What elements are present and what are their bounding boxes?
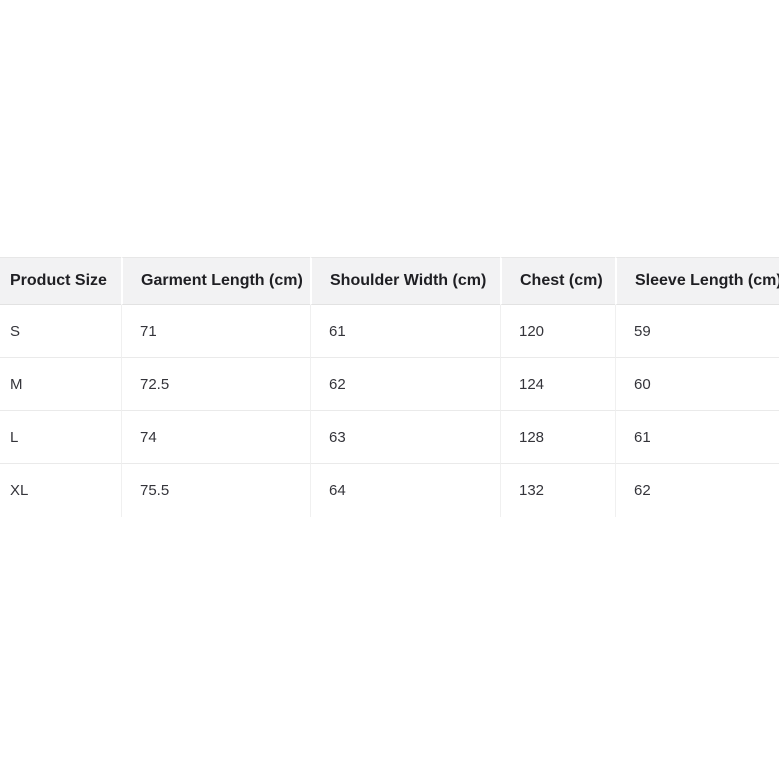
chest-cell: 132 — [500, 464, 615, 517]
sleeve-length-cell: 61 — [615, 411, 779, 464]
chest-cell: 120 — [500, 305, 615, 358]
garment-length-cell: 71 — [121, 305, 310, 358]
column-header-chest: Chest (cm) — [500, 257, 615, 305]
table-row-size-l: L 74 63 128 61 — [0, 411, 779, 464]
column-header-product-size: Product Size — [0, 257, 121, 305]
column-header-shoulder-width: Shoulder Width (cm) — [310, 257, 500, 305]
shoulder-width-cell: 61 — [310, 305, 500, 358]
garment-length-cell: 72.5 — [121, 358, 310, 411]
chest-cell: 124 — [500, 358, 615, 411]
shoulder-width-cell: 64 — [310, 464, 500, 517]
garment-length-cell: 75.5 — [121, 464, 310, 517]
sleeve-length-cell: 59 — [615, 305, 779, 358]
size-label-cell: XL — [0, 464, 121, 517]
shoulder-width-cell: 63 — [310, 411, 500, 464]
size-label-cell: S — [0, 305, 121, 358]
column-header-garment-length: Garment Length (cm) — [121, 257, 310, 305]
sleeve-length-cell: 60 — [615, 358, 779, 411]
column-header-sleeve-length: Sleeve Length (cm) — [615, 257, 779, 305]
garment-length-cell: 74 — [121, 411, 310, 464]
table-row-size-xl: XL 75.5 64 132 62 — [0, 464, 779, 517]
size-chart-header-row: Product Size Garment Length (cm) Shoulde… — [0, 257, 779, 305]
table-row-size-s: S 71 61 120 59 — [0, 305, 779, 358]
table-row-size-m: M 72.5 62 124 60 — [0, 358, 779, 411]
sleeve-length-cell: 62 — [615, 464, 779, 517]
size-chart-table: Product Size Garment Length (cm) Shoulde… — [0, 257, 779, 517]
chest-cell: 128 — [500, 411, 615, 464]
size-label-cell: M — [0, 358, 121, 411]
shoulder-width-cell: 62 — [310, 358, 500, 411]
size-label-cell: L — [0, 411, 121, 464]
